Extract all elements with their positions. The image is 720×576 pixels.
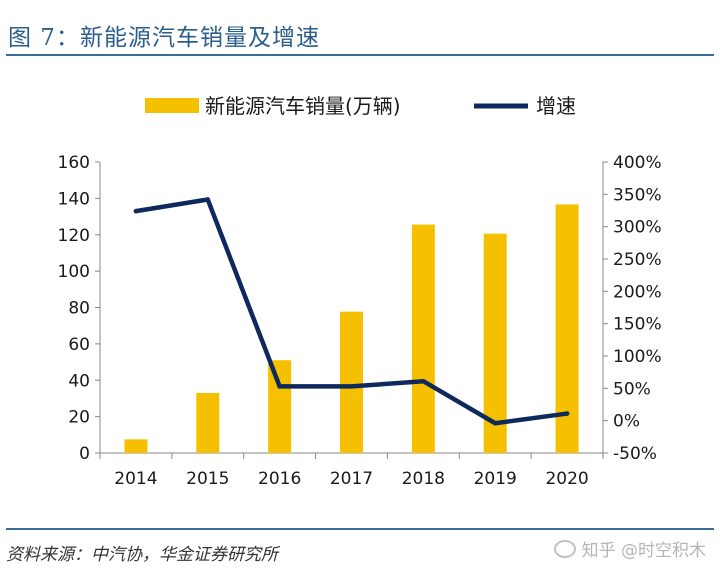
left-tick-label: 120	[58, 226, 90, 246]
bar-2017	[340, 311, 363, 453]
top-rule	[6, 54, 714, 56]
right-tick-label: 0%	[613, 412, 640, 432]
watermark-text: 知乎 @时空积木	[581, 541, 706, 561]
legend-label-growth: 增速	[536, 94, 576, 118]
watermark: 知乎 @时空积木	[553, 536, 706, 561]
left-tick-label: 60	[68, 335, 90, 355]
right-tick-label: 200%	[613, 282, 662, 302]
growth-point-2019	[493, 421, 498, 426]
weibo-logo-icon	[553, 539, 576, 558]
x-tick-label: 2014	[114, 469, 157, 489]
right-tick-label: 350%	[613, 185, 662, 205]
bar-2019	[483, 233, 507, 453]
growth-point-2017	[349, 384, 354, 389]
left-tick-label: 40	[68, 371, 90, 391]
x-tick-label: 2016	[258, 469, 301, 489]
right-tick-label: 300%	[613, 218, 662, 238]
right-tick-label: 100%	[613, 347, 662, 367]
bar-2014	[124, 439, 148, 453]
legend-label-sales: 新能源汽车销量(万辆)	[205, 94, 401, 118]
left-tick-label: 100	[58, 262, 90, 282]
bar-2016	[268, 360, 292, 453]
growth-point-2015	[205, 197, 210, 202]
right-tick-label: -50%	[613, 444, 657, 464]
figure-title: 图 7：新能源汽车销量及增速	[8, 25, 320, 51]
growth-point-2020	[564, 411, 570, 416]
left-tick-label: 80	[68, 299, 90, 319]
sales-growth-chart: 新能源汽车销量(万辆) 增速 020406080100120140160-50%0…	[58, 94, 662, 489]
legend: 新能源汽车销量(万辆) 增速	[145, 94, 576, 118]
growth-point-2016	[277, 384, 282, 389]
right-tick-label: 50%	[613, 379, 651, 399]
right-tick-label: 400%	[613, 153, 662, 173]
bar-series	[124, 204, 579, 453]
right-tick-label: 250%	[613, 250, 662, 270]
line-series	[133, 197, 570, 426]
left-tick-label: 140	[58, 189, 90, 209]
source-note: 资料来源：中汽协，华金证券研究所	[6, 545, 278, 565]
right-tick-label: 150%	[613, 315, 662, 335]
axes: 0 20 40 60 80 100 120 140 160 -50% 0% 50% 100% 150% 20…	[58, 153, 662, 489]
x-tick-label: 2017	[330, 469, 373, 489]
x-tick-label: 2019	[474, 469, 517, 489]
x-tick-label: 2015	[186, 469, 229, 489]
bar-2020	[555, 204, 579, 453]
growth-point-2018	[421, 379, 426, 384]
left-tick-label: 20	[68, 408, 90, 428]
bar-2018	[411, 224, 435, 453]
bottom-rule	[6, 528, 714, 530]
growth-point-2014	[133, 208, 139, 214]
legend-bar-swatch	[145, 98, 199, 113]
left-tick-label: 160	[58, 153, 90, 173]
left-tick-label: 0	[79, 444, 90, 464]
bar-2015	[196, 392, 220, 453]
x-tick-label: 2018	[402, 469, 445, 489]
x-tick-label: 2020	[545, 469, 588, 489]
